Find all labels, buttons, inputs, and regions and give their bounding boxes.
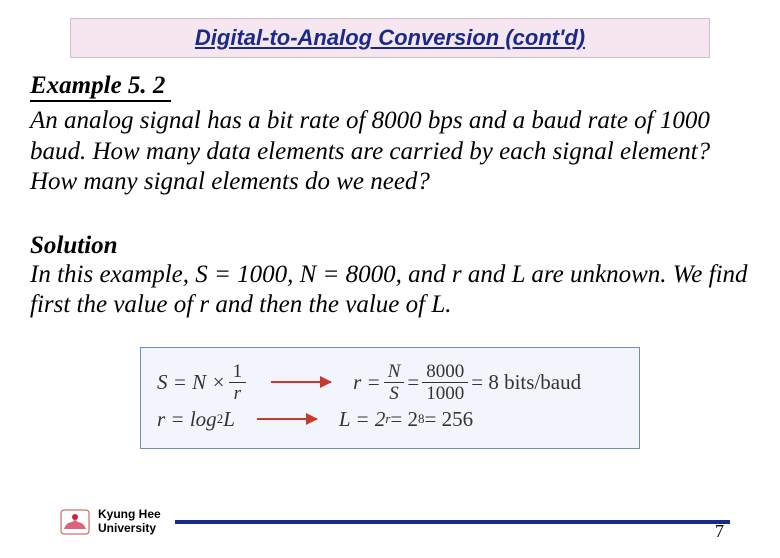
formula-eq: = — [407, 370, 419, 395]
content-area: Example 5. 2 An analog signal has a bit … — [30, 72, 750, 449]
frac-num: 8000 — [422, 362, 468, 383]
frac-den: r — [230, 383, 245, 403]
formula-row-2: r = log2 L L = 2r = 28 = 256 — [157, 407, 623, 432]
arrow-icon — [257, 418, 317, 420]
formula-r2-right: L = 2r = 28 = 256 — [339, 407, 473, 432]
formula-r1-frac3: 8000 1000 — [422, 362, 468, 403]
example-label: Example 5. 2 — [30, 72, 171, 102]
frac-num: 1 — [229, 362, 247, 383]
formula-r1-frac1: 1 r — [229, 362, 247, 403]
university-name: Kyung Hee University — [98, 508, 161, 536]
arrow-icon — [271, 381, 331, 383]
formula-box: S = N × 1 r r = N S = 8000 1000 = 8 bits… — [140, 347, 640, 449]
problem-text: An analog signal has a bit rate of 8000 … — [30, 106, 750, 198]
frac-den: S — [385, 383, 403, 403]
frac-num: N — [384, 362, 405, 383]
formula-r2-result: = 256 — [425, 407, 474, 432]
formula-r2-L: L — [223, 407, 235, 432]
formula-r1-r-prefix: r = — [353, 370, 381, 395]
formula-r1-frac2: N S — [384, 362, 405, 403]
formula-r1-prefix: S = N × — [157, 370, 226, 395]
formula-r1-result: = 8 bits/baud — [471, 370, 581, 395]
university-logo-icon — [60, 509, 90, 535]
slide-title: Digital-to-Analog Conversion (cont'd) — [195, 25, 585, 50]
university-line-1: Kyung Hee — [98, 508, 161, 522]
formula-row-1: S = N × 1 r r = N S = 8000 1000 = 8 bits… — [157, 362, 623, 403]
solution-label: Solution — [30, 232, 750, 260]
footer: Kyung Hee University 7 — [0, 500, 780, 544]
footer-divider — [175, 520, 730, 524]
slide-title-bar: Digital-to-Analog Conversion (cont'd) — [70, 18, 710, 58]
formula-r2-mid: = 2 — [390, 407, 418, 432]
formula-r1-left: S = N × 1 r — [157, 362, 249, 403]
formula-r2-L2: L = 2 — [339, 407, 385, 432]
page-number: 7 — [715, 521, 724, 542]
university-line-2: University — [98, 522, 161, 536]
solution-text: In this example, S = 1000, N = 8000, and… — [30, 260, 750, 321]
formula-r2-left: r = log2 L — [157, 407, 235, 432]
formula-r2-log: r = log — [157, 407, 217, 432]
formula-r1-right: r = N S = 8000 1000 = 8 bits/baud — [353, 362, 581, 403]
frac-den: 1000 — [422, 383, 468, 403]
